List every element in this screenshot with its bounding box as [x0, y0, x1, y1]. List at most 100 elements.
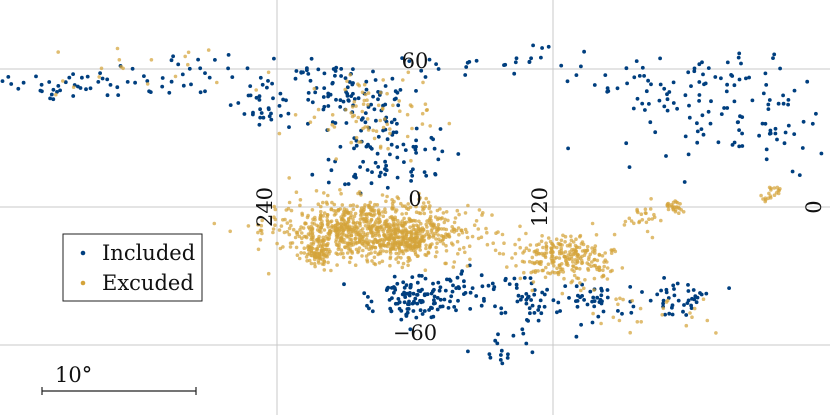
excluded-point — [595, 258, 600, 263]
included-point — [306, 91, 311, 95]
excluded-point — [639, 320, 643, 324]
excluded-point — [600, 275, 604, 279]
excluded-point — [414, 204, 418, 209]
excluded-point — [375, 226, 380, 231]
legend[interactable]: Included Excuded — [62, 233, 203, 302]
excluded-point — [340, 232, 344, 237]
included-point — [565, 79, 570, 84]
excluded-point — [365, 98, 369, 102]
excluded-point — [640, 218, 645, 222]
excluded-point — [602, 264, 606, 269]
excluded-point — [426, 250, 431, 255]
excluded-point — [339, 191, 343, 196]
included-point — [492, 285, 497, 289]
excluded-point — [497, 251, 502, 256]
legend-marker-excluded — [80, 280, 86, 286]
included-point — [270, 81, 274, 86]
excluded-point — [443, 217, 447, 222]
included-point — [456, 152, 461, 156]
included-point — [624, 141, 629, 146]
excluded-point — [260, 218, 265, 223]
included-point — [695, 295, 700, 300]
included-point — [500, 361, 505, 366]
excluded-point — [387, 234, 391, 238]
included-point — [536, 308, 541, 312]
excluded-point — [71, 85, 76, 89]
excluded-point — [767, 191, 771, 196]
excluded-point — [601, 268, 605, 273]
excluded-point — [559, 246, 563, 251]
included-point — [438, 304, 443, 309]
included-point — [414, 126, 419, 131]
included-point — [531, 43, 535, 48]
excluded-point — [325, 215, 329, 219]
excluded-point — [357, 236, 361, 240]
included-point — [662, 86, 667, 91]
included-point — [716, 140, 721, 145]
excluded-point — [317, 241, 322, 246]
excluded-point — [380, 106, 385, 111]
excluded-point — [318, 215, 323, 220]
included-point — [437, 288, 442, 293]
excluded-point — [375, 203, 380, 207]
included-point — [431, 289, 435, 294]
excluded-point — [312, 115, 317, 120]
included-point — [546, 44, 551, 49]
included-point — [436, 67, 441, 71]
excluded-point — [527, 248, 531, 253]
excluded-point — [457, 247, 462, 252]
included-point — [493, 304, 497, 309]
included-point — [595, 295, 600, 300]
excluded-point — [352, 113, 357, 118]
excluded-point — [328, 220, 333, 224]
included-point — [414, 315, 419, 320]
excluded-point — [300, 211, 304, 216]
included-point — [254, 95, 259, 100]
excluded-point — [366, 223, 371, 227]
excluded-point — [427, 221, 432, 225]
excluded-point — [348, 73, 353, 77]
excluded-point — [514, 264, 518, 268]
excluded-point — [491, 241, 496, 245]
excluded-point — [395, 195, 400, 199]
excluded-point — [321, 238, 326, 242]
included-point — [100, 76, 105, 81]
included-point — [370, 309, 375, 314]
excluded-point — [338, 237, 343, 241]
excluded-point — [476, 236, 481, 241]
included-point — [423, 147, 428, 152]
included-point — [582, 49, 586, 54]
excluded-point — [287, 226, 292, 231]
included-point — [490, 281, 495, 286]
included-point — [624, 66, 629, 71]
included-point — [792, 132, 797, 137]
excluded-point — [350, 251, 355, 255]
excluded-point — [329, 268, 333, 273]
excluded-point — [566, 263, 570, 268]
included-point — [761, 91, 766, 96]
excluded-point — [434, 237, 438, 241]
excluded-point — [307, 251, 312, 256]
included-point — [365, 303, 369, 308]
included-point — [383, 172, 387, 177]
excluded-point — [309, 261, 314, 266]
excluded-point — [632, 221, 636, 226]
included-point — [665, 108, 670, 113]
included-point — [615, 86, 620, 91]
excluded-point — [377, 261, 382, 265]
excluded-point — [455, 208, 460, 213]
included-point — [370, 170, 374, 175]
included-point — [686, 152, 691, 157]
included-point — [590, 320, 595, 325]
included-point — [198, 90, 203, 95]
excluded-point — [375, 240, 379, 244]
excluded-point — [400, 249, 405, 253]
included-point — [362, 291, 367, 296]
excluded-point — [371, 205, 375, 210]
excluded-point — [325, 202, 330, 206]
longitude-tick-label: 240 — [253, 187, 277, 227]
included-point — [456, 285, 461, 289]
excluded-point — [325, 222, 330, 227]
excluded-point — [325, 219, 330, 224]
included-point — [704, 291, 709, 296]
